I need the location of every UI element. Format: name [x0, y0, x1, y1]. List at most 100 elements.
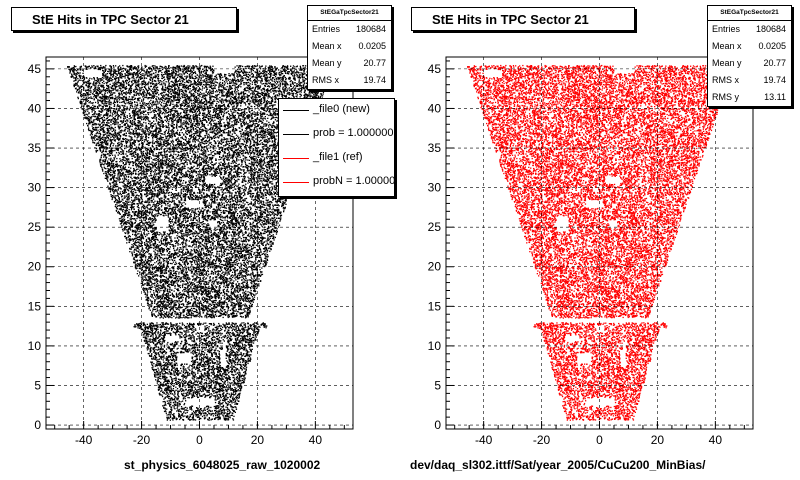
- data-point: [227, 415, 229, 417]
- data-point: [140, 237, 142, 240]
- data-point: [94, 134, 96, 136]
- data-point: [143, 334, 145, 336]
- data-point: [216, 256, 218, 258]
- data-point: [200, 139, 202, 141]
- data-point: [144, 173, 146, 175]
- data-point: [276, 181, 278, 184]
- data-point: [212, 166, 215, 168]
- data-point: [154, 371, 156, 373]
- data-point: [255, 259, 257, 261]
- data-point: [149, 129, 151, 132]
- data-point: [245, 140, 248, 142]
- data-point: [181, 74, 183, 76]
- data-point: [191, 190, 193, 192]
- data-point: [137, 117, 139, 119]
- data-point: [239, 257, 241, 259]
- data-point: [165, 330, 168, 332]
- data-point: [254, 119, 256, 121]
- data-point: [143, 168, 145, 170]
- data-point: [204, 290, 206, 292]
- data-point: [275, 91, 277, 93]
- data-point: [236, 298, 238, 300]
- data-point: [200, 376, 203, 378]
- data-point: [174, 252, 177, 254]
- data-point: [197, 349, 199, 352]
- data-point: [186, 363, 188, 365]
- data-point: [181, 322, 183, 324]
- data-point: [136, 160, 138, 162]
- data-point: [186, 227, 188, 229]
- data-point: [212, 236, 214, 238]
- data-point: [164, 410, 167, 412]
- data-point: [163, 231, 165, 234]
- data-point: [162, 304, 164, 306]
- data-point: [185, 188, 187, 191]
- data-point: [207, 189, 210, 191]
- data-point: [249, 86, 251, 88]
- data-point: [252, 293, 255, 295]
- data-point: [214, 78, 216, 80]
- data-point: [168, 151, 171, 153]
- data-point: [235, 216, 237, 219]
- data-point: [224, 412, 226, 414]
- data-point: [247, 284, 249, 286]
- data-point: [157, 173, 160, 175]
- data-point: [151, 233, 154, 236]
- data-point: [207, 242, 209, 244]
- data-point: [89, 90, 91, 92]
- data-point: [235, 397, 237, 399]
- data-point: [239, 118, 241, 120]
- data-point: [261, 236, 263, 238]
- data-point: [173, 354, 175, 357]
- data-point: [166, 293, 168, 295]
- data-point: [225, 376, 227, 378]
- data-point: [229, 100, 231, 102]
- data-point: [219, 119, 221, 121]
- data-point: [240, 386, 243, 388]
- data-point: [207, 228, 209, 230]
- data-point: [207, 66, 209, 68]
- data-point: [232, 361, 235, 363]
- data-point: [217, 224, 219, 227]
- data-point: [115, 152, 118, 154]
- data-point: [131, 178, 133, 180]
- data-point: [224, 273, 227, 275]
- data-point: [238, 259, 240, 261]
- data-point: [108, 86, 110, 88]
- data-point: [220, 84, 222, 86]
- data-point: [275, 67, 277, 70]
- data-point: [162, 170, 164, 172]
- data-point: [165, 214, 167, 216]
- data-point: [220, 230, 222, 232]
- data-point: [177, 66, 179, 68]
- data-point: [201, 297, 203, 299]
- data-point: [278, 69, 280, 71]
- data-point: [183, 214, 185, 217]
- data-point: [138, 70, 140, 72]
- data-point: [238, 95, 240, 98]
- data-point: [209, 131, 211, 133]
- data-point: [134, 264, 137, 266]
- data-point: [255, 182, 257, 184]
- data-point: [90, 118, 92, 120]
- data-point: [177, 89, 179, 92]
- data-point: [165, 68, 167, 70]
- data-point: [139, 163, 141, 165]
- data-point: [248, 359, 250, 362]
- data-point: [121, 143, 123, 145]
- data-point: [133, 248, 136, 250]
- data-point: [262, 153, 265, 155]
- data-point: [254, 202, 256, 204]
- data-point: [279, 81, 281, 83]
- data-point: [274, 198, 277, 200]
- data-point: [112, 139, 114, 141]
- data-point: [186, 75, 188, 77]
- data-point: [161, 138, 163, 141]
- data-point: [176, 127, 178, 129]
- data-point: [145, 250, 147, 253]
- data-point: [187, 85, 190, 87]
- data-point: [237, 190, 239, 193]
- data-point: [171, 207, 173, 209]
- data-point: [211, 77, 213, 79]
- data-point: [189, 189, 191, 192]
